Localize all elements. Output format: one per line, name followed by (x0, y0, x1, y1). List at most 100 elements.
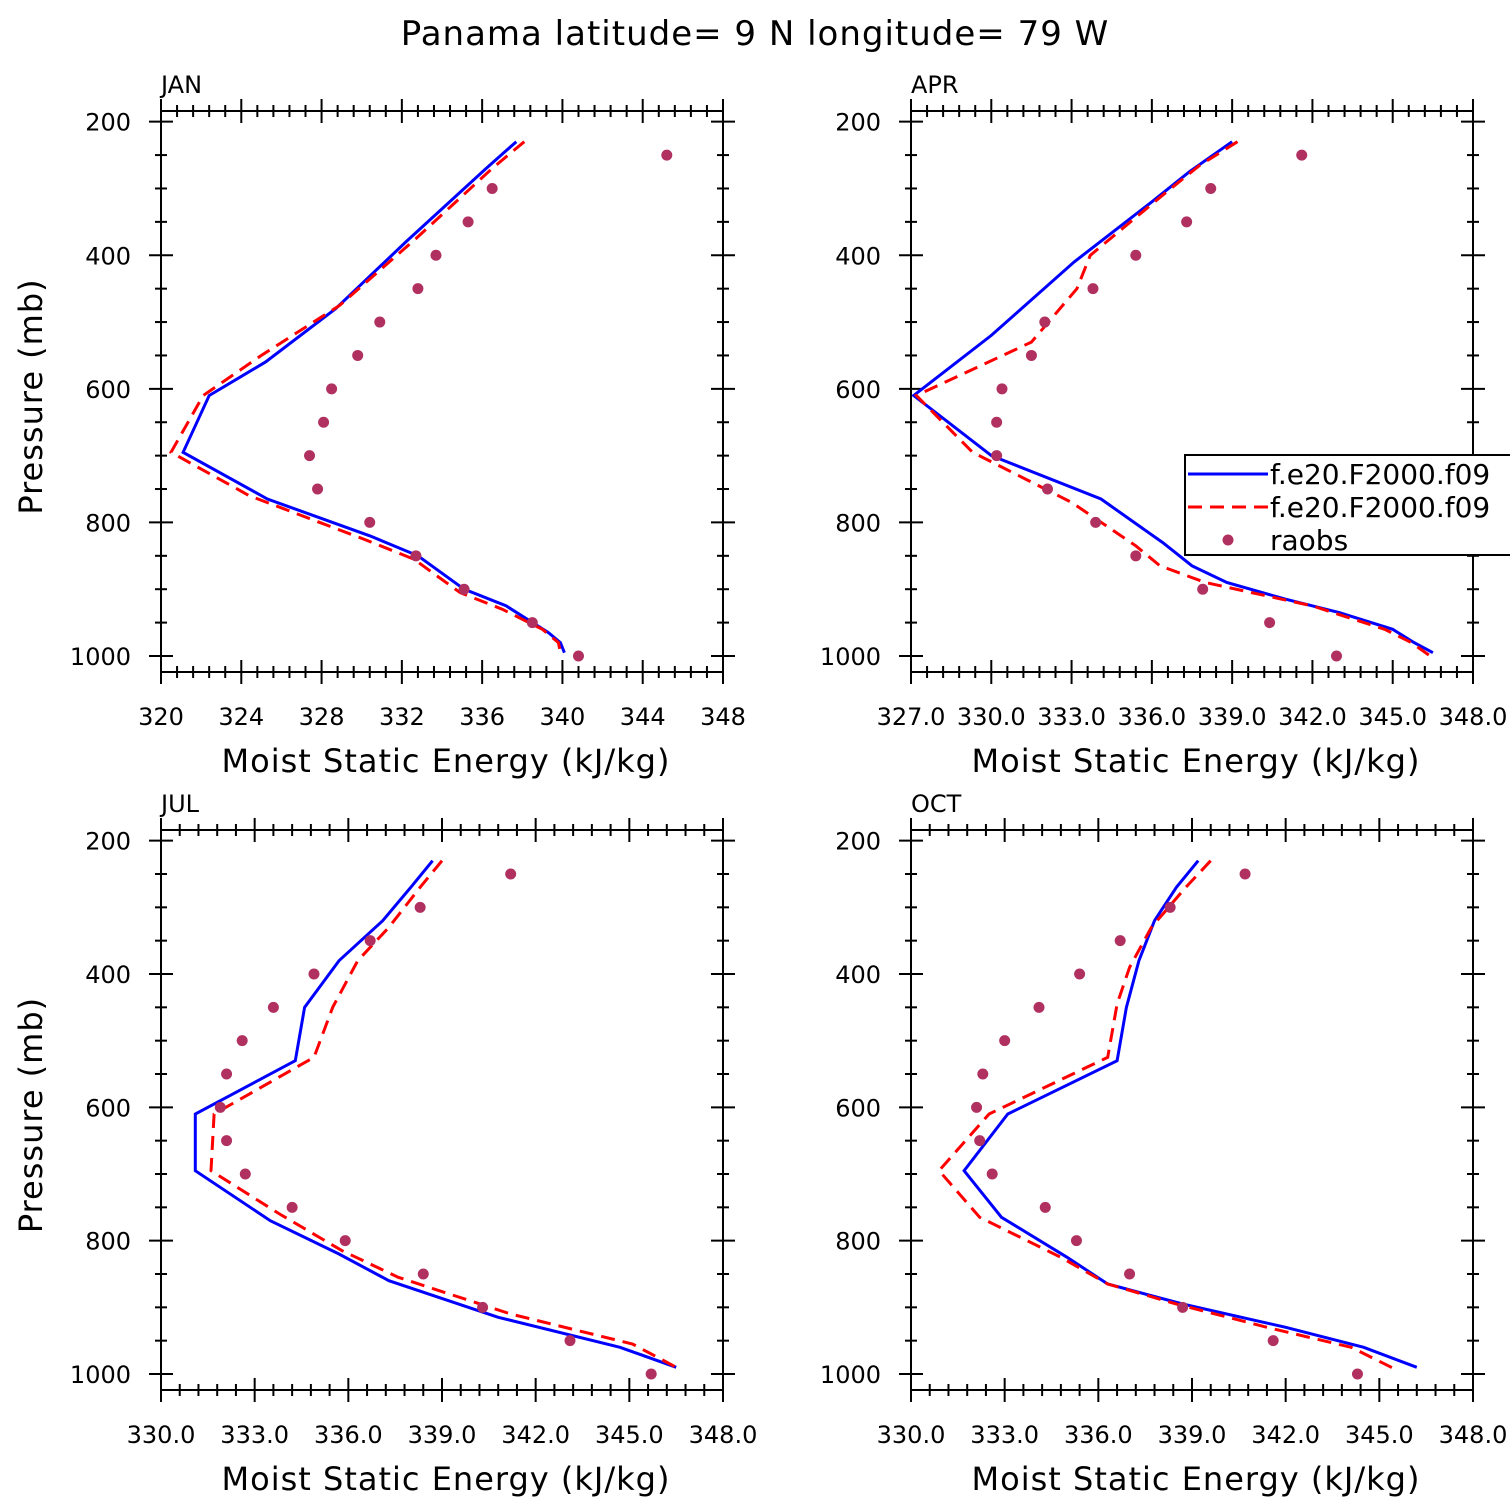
x-tick-label: 339.0 (408, 1421, 477, 1449)
raobs-point (1039, 1201, 1051, 1213)
x-axis-label: Moist Static Energy (kJ/kg) (972, 742, 1421, 780)
raobs-point (1351, 1368, 1363, 1380)
x-tick-label: 328 (299, 703, 345, 731)
y-tick-label: 800 (85, 1228, 131, 1256)
y-tick-label: 400 (835, 961, 881, 989)
x-tick-label: 336.0 (1064, 1421, 1133, 1449)
x-tick-label: 339.0 (1158, 1421, 1227, 1449)
raobs-point (239, 1168, 251, 1180)
x-tick-label: 348.0 (689, 1421, 758, 1449)
raobs-point (430, 249, 442, 261)
raobs-point (991, 416, 1003, 428)
x-tick-label: 342.0 (1251, 1421, 1320, 1449)
y-tick-label: 600 (85, 376, 131, 404)
y-tick-label: 400 (835, 242, 881, 270)
raobs-point (1074, 968, 1086, 980)
x-tick-label: 324 (218, 703, 264, 731)
raobs-point (352, 349, 364, 361)
raobs-point (1164, 901, 1176, 913)
raobs-point (974, 1135, 986, 1147)
x-tick-label: 344 (620, 703, 666, 731)
model-solid-line (181, 140, 566, 654)
raobs-point (1090, 516, 1102, 528)
y-tick-label: 800 (85, 509, 131, 537)
raobs-point (221, 1068, 233, 1080)
raobs-point (1087, 283, 1099, 295)
raobs-point (991, 450, 1003, 462)
raobs-point (304, 450, 316, 462)
figure-title: Panama latitude= 9 N longitude= 79 W (401, 14, 1110, 54)
model-dashed-line (937, 859, 1399, 1373)
y-tick-label: 800 (835, 1228, 881, 1256)
legend-dot-symbol (1222, 534, 1234, 546)
raobs-point (364, 516, 376, 528)
x-tick-label: 333.0 (1037, 703, 1106, 731)
y-tick-label: 200 (85, 109, 131, 137)
raobs-point (996, 383, 1008, 395)
panel-oct: OCT 200 400 600 800 1000 330.0 333.0 336.0 339.0 3… (820, 790, 1507, 1498)
x-tick-label: 339.0 (1198, 703, 1267, 731)
raobs-point (564, 1335, 576, 1347)
raobs-point (1177, 1301, 1189, 1313)
y-tick-label: 600 (835, 376, 881, 404)
y-tick-label: 1000 (820, 1361, 881, 1389)
y-axis-label: Pressure (mb) (12, 997, 50, 1233)
model-dashed-line (209, 859, 677, 1369)
raobs-point (318, 416, 330, 428)
raobs-point (364, 935, 376, 947)
raobs-point (1264, 617, 1276, 629)
raobs-point (267, 1001, 279, 1013)
x-tick-label: 330.0 (127, 1421, 196, 1449)
x-tick-label: 345.0 (1358, 703, 1427, 731)
raobs-point (1331, 650, 1343, 662)
x-tick-label: 332 (379, 703, 425, 731)
y-axis-label: Pressure (mb) (12, 278, 50, 514)
raobs-point (417, 1268, 429, 1280)
raobs-point (999, 1035, 1011, 1047)
panel-month-label: OCT (911, 790, 962, 818)
legend-entry-label: f.e20.F2000.f09 (1270, 491, 1490, 524)
x-tick-label: 330.0 (877, 1421, 946, 1449)
legend-box (1184, 454, 1510, 556)
x-axis-label: Moist Static Energy (kJ/kg) (222, 742, 671, 780)
panel-month-label: JAN (159, 71, 202, 99)
y-tick-label: 200 (835, 828, 881, 856)
raobs-point (1114, 935, 1126, 947)
raobs-point (1197, 583, 1209, 595)
raobs-point (1181, 216, 1193, 228)
x-tick-label: 348.0 (1439, 703, 1508, 731)
raobs-point (1267, 1335, 1279, 1347)
raobs-point (462, 216, 474, 228)
x-tick-label: 333.0 (970, 1421, 1039, 1449)
y-tick-label: 1000 (70, 643, 131, 671)
raobs-point (236, 1035, 248, 1047)
raobs-point (1033, 1001, 1045, 1013)
plot-frame (160, 110, 724, 673)
raobs-point (1124, 1268, 1136, 1280)
x-tick-label: 336.0 (1117, 703, 1186, 731)
plot-frame (160, 829, 724, 1391)
y-tick-label: 1000 (820, 643, 881, 671)
raobs-point (312, 483, 324, 495)
y-tick-label: 200 (835, 109, 881, 137)
raobs-point (1041, 483, 1053, 495)
raobs-point (572, 650, 584, 662)
raobs-point (526, 617, 538, 629)
x-tick-label: 340 (540, 703, 586, 731)
raobs-point (1070, 1235, 1082, 1247)
x-tick-label: 320 (138, 703, 184, 731)
raobs-point (414, 901, 426, 913)
raobs-point (458, 583, 470, 595)
y-tick-label: 1000 (70, 1361, 131, 1389)
raobs-point (214, 1101, 226, 1113)
x-tick-label: 345.0 (595, 1421, 664, 1449)
raobs-point (1039, 316, 1051, 328)
x-axis-label: Moist Static Energy (kJ/kg) (972, 1460, 1421, 1498)
x-tick-label: 348.0 (1439, 1421, 1508, 1449)
panel-month-label: APR (911, 71, 959, 99)
raobs-point (339, 1235, 351, 1247)
raobs-point (410, 550, 422, 562)
y-tick-label: 600 (85, 1094, 131, 1122)
